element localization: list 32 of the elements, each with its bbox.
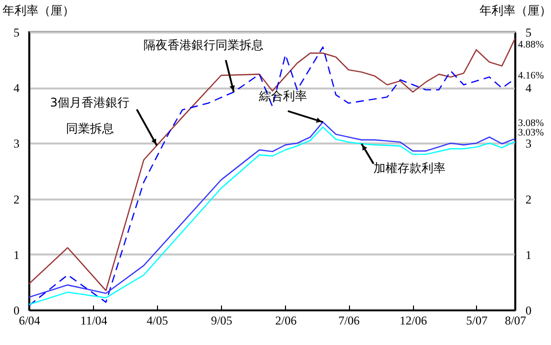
x-tick-label: 9/05 bbox=[210, 314, 232, 328]
x-tick-label: 8/07 bbox=[504, 314, 526, 328]
annotation: 3.08% bbox=[518, 118, 544, 129]
y2-tick-label: 0 bbox=[526, 304, 532, 318]
y-tick-label: 1 bbox=[14, 248, 20, 262]
y2-tick-label: 2 bbox=[526, 192, 532, 206]
y-tick-label: 2 bbox=[14, 192, 20, 206]
annotation: 綜合利率 bbox=[258, 89, 307, 104]
y-tick-label: 5 bbox=[14, 26, 20, 40]
y2-tick-label: 4 bbox=[526, 81, 532, 96]
annotation: 4.88% bbox=[518, 40, 544, 51]
annotation: 同業拆息 bbox=[66, 121, 114, 136]
y2-tick-label: 5 bbox=[526, 26, 532, 40]
x-tick-label: 7/06 bbox=[338, 314, 360, 328]
x-tick-label: 4/05 bbox=[146, 314, 168, 328]
x-tick-label: 6/04 bbox=[18, 314, 40, 328]
x-tick-label: 11/04 bbox=[80, 314, 108, 328]
y-tick-label: 4 bbox=[14, 81, 20, 96]
y2-axis-title: 年利率（厘） bbox=[480, 4, 551, 18]
y2-tick-label: 1 bbox=[526, 248, 532, 262]
x-tick-label: 5/07 bbox=[466, 314, 488, 328]
x-tick-label: 12/06 bbox=[400, 314, 428, 328]
annotation: 4.16% bbox=[518, 70, 544, 82]
x-tick-label: 2/06 bbox=[275, 314, 297, 328]
y2-tick-label: 3 bbox=[526, 136, 532, 151]
annotation: 隔夜香港銀行同業拆息 bbox=[144, 38, 264, 52]
annotation: 3個月香港銀行 bbox=[50, 95, 130, 110]
y-tick-label: 3 bbox=[14, 136, 20, 151]
y-axis-title: 年利率（厘） bbox=[2, 4, 74, 18]
annotation: 3.03% bbox=[518, 128, 544, 139]
annotation: 加權存款利率 bbox=[374, 160, 446, 175]
y-tick-label: 0 bbox=[14, 304, 20, 318]
